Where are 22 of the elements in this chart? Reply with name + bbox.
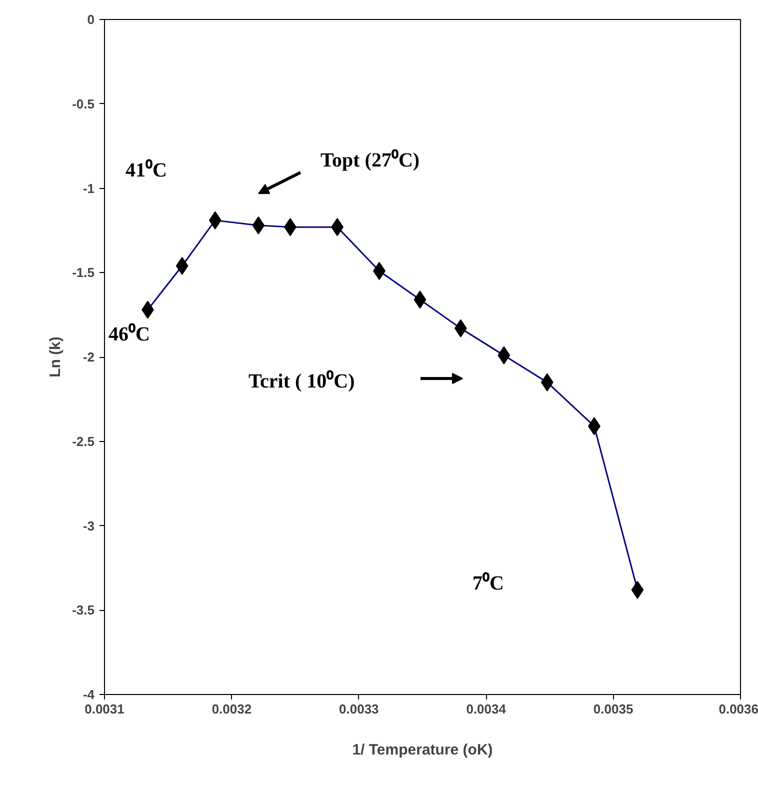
annotation: 46⁰C [108, 322, 150, 346]
y-tick-label: -0.5 [72, 96, 95, 112]
y-tick-label: -2.5 [72, 434, 95, 449]
x-tick-label: 0.0036 [718, 702, 758, 716]
x-tick-label: 0.0035 [593, 702, 634, 716]
annotation: 41⁰C [126, 158, 167, 182]
y-tick-label: -1.5 [72, 265, 95, 280]
x-axis-title: 1/ Temperature (oK) [352, 742, 493, 758]
y-tick-label: -1 [82, 180, 95, 196]
y-tick-label: -4 [82, 687, 96, 702]
y-tick-label: -3.5 [72, 602, 95, 618]
x-tick-label: 0.0033 [339, 702, 379, 716]
x-tick-label: 0.0032 [212, 702, 252, 716]
x-tick-label: 0.0034 [466, 702, 507, 716]
y-tick-label: -2 [82, 350, 95, 364]
annotation: Topt (27⁰C) [320, 148, 420, 172]
y-tick-label: 0 [87, 12, 95, 27]
annotation: 7⁰C [472, 572, 504, 594]
annotation: Tcrit ( 10⁰C) [248, 370, 355, 392]
y-axis-title: Ln (k) [47, 336, 64, 378]
y-tick-label: -3 [82, 518, 95, 534]
x-tick-label: 0.0031 [84, 702, 124, 716]
